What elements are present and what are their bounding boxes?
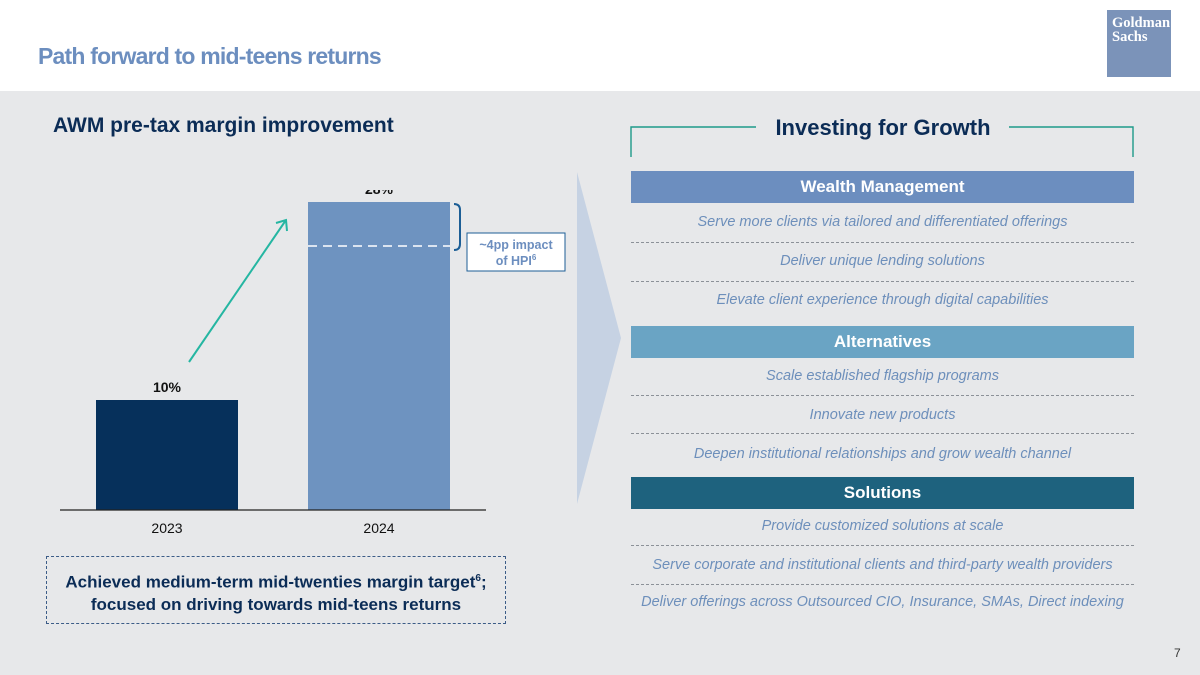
section-item: Provide customized solutions at scale	[761, 518, 1004, 534]
category-label-2024: 2024	[363, 520, 394, 536]
section-header-0: Wealth Management	[631, 171, 1134, 203]
section-item: Deepen institutional relationships and g…	[693, 446, 1072, 462]
logo-line-2: Sachs	[1112, 29, 1148, 45]
slide-header: Path forward to mid-teens returns Goldma…	[0, 0, 1200, 90]
growth-arrow-line	[188, 219, 287, 363]
section-item: Serve more clients via tailored and diff…	[697, 214, 1068, 230]
hpi-annotation-text: ~4pp impact	[479, 238, 553, 252]
section-item: Innovate new products	[809, 407, 956, 423]
growth-title: Investing for Growth	[775, 115, 991, 140]
hpi-bracket	[453, 203, 461, 251]
section-header-1: Alternatives	[631, 326, 1134, 358]
item-divider	[631, 395, 1134, 396]
section-header-2: Solutions	[631, 477, 1134, 509]
section-item: Serve corporate and institutional client…	[652, 557, 1113, 573]
item-divider	[631, 242, 1134, 243]
hpi-annotation-box	[466, 232, 566, 272]
data-label-2024: 28%	[365, 190, 394, 197]
data-label-2023: 10%	[153, 379, 182, 395]
goldman-sachs-logo: Goldman Sachs	[1107, 10, 1171, 77]
chevron-arrow-shape	[577, 172, 621, 504]
section-item: Deliver unique lending solutions	[780, 253, 985, 269]
growth-arrow-head	[275, 218, 288, 232]
hpi-annotation-text-2: of HPI6	[496, 253, 537, 268]
achieved-line-1: Achieved medium-term mid-twenties margin…	[65, 572, 487, 592]
growth-title-bracket	[630, 126, 1134, 157]
item-divider	[631, 281, 1134, 282]
page-number: 7	[1174, 646, 1181, 660]
item-divider	[631, 545, 1134, 546]
section-item: Elevate client experience through digita…	[716, 292, 1049, 308]
section-item: Deliver offerings across Outsourced CIO,…	[641, 594, 1124, 610]
achieved-line-2: focused on driving towards mid-teens ret…	[90, 594, 462, 614]
category-label-2023: 2023	[151, 520, 182, 536]
item-divider	[631, 584, 1134, 585]
page-title: Path forward to mid-teens returns	[38, 43, 382, 69]
chart-title: AWM pre-tax margin improvement	[53, 114, 394, 137]
section-item: Scale established flagship programs	[766, 368, 999, 384]
logo-line-1: Goldman	[1112, 15, 1171, 31]
achieved-target-callout: Achieved medium-term mid-twenties margin…	[46, 556, 506, 624]
bar-2023	[96, 400, 238, 510]
item-divider	[631, 433, 1134, 434]
bar-2024	[308, 202, 450, 510]
